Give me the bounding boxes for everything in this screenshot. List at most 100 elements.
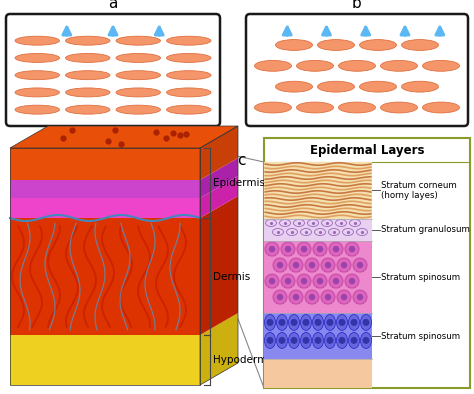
Circle shape bbox=[337, 258, 351, 272]
Ellipse shape bbox=[308, 219, 319, 227]
Ellipse shape bbox=[166, 36, 211, 45]
Ellipse shape bbox=[325, 333, 336, 348]
Ellipse shape bbox=[337, 314, 347, 331]
Circle shape bbox=[313, 242, 327, 256]
Ellipse shape bbox=[336, 219, 346, 227]
Circle shape bbox=[265, 242, 279, 256]
Circle shape bbox=[333, 246, 339, 252]
Ellipse shape bbox=[255, 102, 292, 113]
Ellipse shape bbox=[116, 54, 161, 62]
Circle shape bbox=[353, 258, 367, 272]
Circle shape bbox=[341, 294, 347, 300]
Circle shape bbox=[327, 319, 334, 326]
Bar bbox=[264, 162, 372, 388]
Text: Stratum spinosum: Stratum spinosum bbox=[381, 331, 460, 340]
Circle shape bbox=[327, 337, 334, 344]
Polygon shape bbox=[10, 126, 238, 148]
Circle shape bbox=[269, 246, 275, 252]
Ellipse shape bbox=[293, 219, 304, 227]
Circle shape bbox=[363, 319, 370, 326]
Ellipse shape bbox=[65, 54, 110, 62]
Circle shape bbox=[277, 262, 283, 268]
Ellipse shape bbox=[286, 229, 298, 236]
Circle shape bbox=[321, 258, 335, 272]
Circle shape bbox=[350, 337, 357, 344]
Ellipse shape bbox=[116, 36, 161, 45]
Ellipse shape bbox=[15, 36, 59, 45]
Bar bbox=[264, 359, 372, 388]
Ellipse shape bbox=[116, 71, 161, 80]
Circle shape bbox=[291, 337, 298, 344]
Ellipse shape bbox=[301, 333, 311, 348]
Ellipse shape bbox=[276, 333, 288, 348]
Circle shape bbox=[353, 290, 367, 304]
Circle shape bbox=[273, 258, 287, 272]
Ellipse shape bbox=[348, 314, 359, 331]
Ellipse shape bbox=[280, 219, 291, 227]
Bar bbox=[264, 138, 470, 388]
Polygon shape bbox=[10, 148, 200, 180]
Ellipse shape bbox=[337, 333, 347, 348]
Text: Dermis: Dermis bbox=[213, 271, 250, 281]
Bar bbox=[264, 241, 372, 313]
Circle shape bbox=[297, 242, 311, 256]
Ellipse shape bbox=[348, 333, 359, 348]
Circle shape bbox=[315, 337, 321, 344]
Ellipse shape bbox=[312, 314, 323, 331]
Ellipse shape bbox=[301, 229, 311, 236]
Ellipse shape bbox=[166, 54, 211, 62]
Ellipse shape bbox=[273, 229, 283, 236]
Ellipse shape bbox=[297, 102, 334, 113]
Circle shape bbox=[297, 274, 311, 288]
Polygon shape bbox=[10, 335, 200, 385]
Ellipse shape bbox=[361, 333, 372, 348]
Bar bbox=[264, 313, 372, 359]
Ellipse shape bbox=[166, 88, 211, 97]
Ellipse shape bbox=[65, 88, 110, 97]
Circle shape bbox=[329, 242, 343, 256]
Circle shape bbox=[325, 294, 331, 300]
Circle shape bbox=[363, 337, 370, 344]
Circle shape bbox=[293, 262, 299, 268]
Text: Stratum spinosum: Stratum spinosum bbox=[381, 273, 460, 282]
Circle shape bbox=[301, 278, 307, 284]
Circle shape bbox=[285, 246, 291, 252]
Circle shape bbox=[349, 278, 355, 284]
Circle shape bbox=[329, 274, 343, 288]
Ellipse shape bbox=[166, 71, 211, 80]
Circle shape bbox=[305, 290, 319, 304]
Ellipse shape bbox=[15, 105, 59, 114]
Ellipse shape bbox=[381, 60, 418, 71]
Circle shape bbox=[279, 319, 285, 326]
Ellipse shape bbox=[356, 229, 367, 236]
Circle shape bbox=[321, 290, 335, 304]
Ellipse shape bbox=[255, 60, 292, 71]
Circle shape bbox=[289, 290, 303, 304]
Ellipse shape bbox=[422, 102, 459, 113]
Ellipse shape bbox=[338, 102, 375, 113]
Text: Stratum corneum
(horny layes): Stratum corneum (horny layes) bbox=[381, 180, 457, 200]
Ellipse shape bbox=[338, 60, 375, 71]
Polygon shape bbox=[10, 198, 200, 218]
Ellipse shape bbox=[401, 81, 438, 92]
Circle shape bbox=[277, 294, 283, 300]
Circle shape bbox=[338, 337, 346, 344]
Ellipse shape bbox=[318, 81, 355, 92]
Circle shape bbox=[309, 262, 315, 268]
Circle shape bbox=[350, 319, 357, 326]
Circle shape bbox=[281, 242, 295, 256]
Circle shape bbox=[325, 262, 331, 268]
FancyBboxPatch shape bbox=[6, 14, 220, 126]
Ellipse shape bbox=[65, 105, 110, 114]
Polygon shape bbox=[200, 313, 238, 385]
Ellipse shape bbox=[315, 229, 326, 236]
Ellipse shape bbox=[15, 54, 59, 62]
Circle shape bbox=[293, 294, 299, 300]
Circle shape bbox=[279, 337, 285, 344]
Text: Epidermal Layers: Epidermal Layers bbox=[310, 143, 424, 156]
Circle shape bbox=[269, 278, 275, 284]
Ellipse shape bbox=[325, 314, 336, 331]
Circle shape bbox=[337, 290, 351, 304]
Ellipse shape bbox=[359, 39, 396, 50]
Ellipse shape bbox=[264, 333, 275, 348]
